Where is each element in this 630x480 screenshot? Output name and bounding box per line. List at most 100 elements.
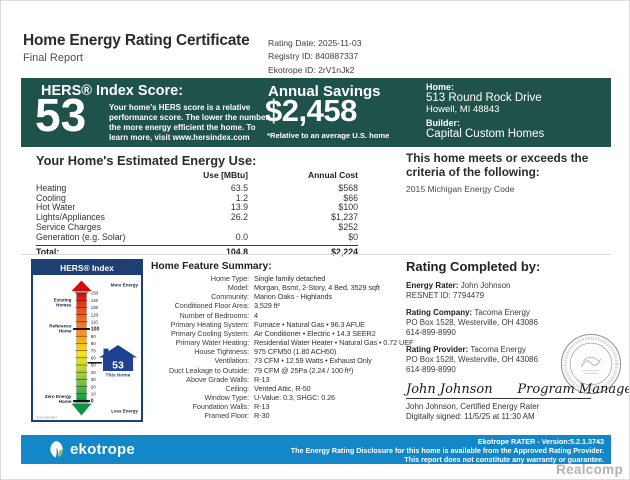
feature-value: R-13 <box>254 402 270 412</box>
energy-row-cost: $568 <box>338 182 358 193</box>
feature-label: House Tightness: <box>194 347 249 357</box>
svg-text:This Home: This Home <box>105 373 130 379</box>
energy-row-cost: $66 <box>343 192 358 203</box>
annual-savings-note: *Relative to an average U.S. home <box>267 131 390 140</box>
energy-row-label: Cooling <box>36 192 66 203</box>
ekotrope-logo-icon <box>50 440 63 458</box>
rating-completed-heading: Rating Completed by: <box>406 259 541 274</box>
ekotrope-brand: ekotrope <box>70 441 135 458</box>
signature-date: Digitally signed: 11/5/25 at 11:30 AM <box>406 412 535 421</box>
energy-total-cost: $2,224 <box>331 246 358 257</box>
energy-row-use: 26.2 <box>230 212 248 223</box>
energy-row-label: Heating <box>36 182 67 193</box>
feature-row: Ceiling: Vented Attic, R-50 <box>151 384 413 393</box>
feature-label: Foundation Walls: <box>192 402 250 412</box>
registry-id: Registry ID: 840887337 <box>268 51 359 62</box>
energy-use-heading: Your Home's Estimated Energy Use: <box>36 153 257 168</box>
col-annual-cost: Annual Cost <box>307 170 358 180</box>
svg-text:More Energy: More Energy <box>111 283 139 288</box>
gauge-title: HERS® Index <box>33 261 141 275</box>
rating-block: Rating Company: Tacoma Energy PO Box 1528… <box>406 308 538 337</box>
energy-row-label: Lights/Appliances <box>36 212 105 223</box>
ekotrope-id: Ekotrope ID: 2rV1nJk2 <box>268 64 355 75</box>
feature-row: Foundation Walls: R-13 <box>151 402 413 411</box>
criteria-heading: This home meets or exceeds the criteria … <box>406 151 589 179</box>
feature-row: Duct Leakage to Outside: 79 CFM @ 25Pa (2… <box>151 366 413 375</box>
energy-row-use: 1.2 <box>235 192 248 203</box>
svg-text:20: 20 <box>91 384 96 389</box>
energy-row-label: Generation (e.g. Solar) <box>36 231 126 242</box>
home-label: Home: <box>426 82 455 92</box>
feature-label: Primary Cooling System: <box>171 328 249 338</box>
energy-row-use: 63.5 <box>230 182 248 193</box>
feature-value: Marion Oaks - Highlands <box>254 292 332 302</box>
feature-row: Model: Morgan, Bsmt, 2-Story, 4 Bed, 3529… <box>151 283 413 292</box>
svg-text:©2012 RESNET: ©2012 RESNET <box>36 416 57 420</box>
energy-row-cost: $1,237 <box>331 212 358 223</box>
feature-value: Residential Water Heater • Natural Gas •… <box>254 338 414 348</box>
svg-text:140: 140 <box>91 298 99 303</box>
feature-row: Above Grade Walls: R-13 <box>151 375 413 384</box>
energy-total-label: Total: <box>36 246 60 257</box>
feature-value: 73 CFM • 12.59 Watts • Exhaust Only <box>254 356 372 366</box>
feature-rows: Home Type: Single family detached Model: Mo… <box>151 274 413 421</box>
hers-score-value: 53 <box>35 89 87 141</box>
builder-name: Capital Custom Homes <box>426 128 545 140</box>
energy-row: Cooling 1.2 $66 <box>36 192 358 204</box>
svg-text:50: 50 <box>91 363 96 368</box>
svg-text:Less Energy: Less Energy <box>111 409 138 414</box>
feature-label: Community: <box>211 292 249 302</box>
hers-index-gauge: HERS® Index 150 140 130 120 110 100 90 80 70 60 50… <box>31 259 143 422</box>
energy-total-use: 104.8 <box>225 246 248 257</box>
energy-row-cost: $0 <box>348 231 358 242</box>
svg-text:150: 150 <box>91 291 99 296</box>
rating-date: Rating Date: 2025-11-03 <box>268 38 362 48</box>
realcomp-watermark: Realcomp <box>556 462 623 477</box>
svg-text:40: 40 <box>91 370 96 375</box>
annual-savings-amount: $2,458 <box>265 93 357 128</box>
energy-row: Generation (e.g. Solar) 0.0 $0 <box>36 231 358 243</box>
energy-row: Heating 63.5 $568 <box>36 182 358 194</box>
svg-text:53: 53 <box>112 360 124 372</box>
svg-text:10: 10 <box>91 392 96 397</box>
feature-row: House Tightness: 975 CFM50 (1.80 ACH50) <box>151 347 413 356</box>
feature-value: 3,529 ft² <box>254 301 280 311</box>
svg-text:90: 90 <box>91 334 96 339</box>
feature-row: Home Type: Single family detached <box>151 274 413 283</box>
feature-row: Primary Heating System: Furnace • Natural… <box>151 320 413 329</box>
feature-value: Vented Attic, R-50 <box>254 383 311 393</box>
energy-use-table: Use [MBtu] Annual Cost Heating 63.5 $568 Co… <box>36 170 358 257</box>
feature-value: Single family detached <box>254 274 326 283</box>
feature-value: 4 <box>254 310 258 320</box>
section-divider <box>21 254 611 255</box>
feature-label: Number of Bedrooms: <box>179 310 250 320</box>
svg-text:70: 70 <box>91 348 96 353</box>
summary-banner: HERS® Index Score: 53 Your home's HERS s… <box>21 78 611 147</box>
svg-text:30: 30 <box>91 377 96 382</box>
svg-text:110: 110 <box>91 320 99 325</box>
feature-row: Window Type: U-Value: 0.3, SHGC: 0.26 <box>151 393 413 402</box>
feature-row: Number of Bedrooms: 4 <box>151 311 413 320</box>
signature-script: John Johnson Program Manager <box>406 382 630 397</box>
feature-summary-heading: Home Feature Summary: <box>151 261 272 272</box>
energy-row: Lights/Appliances 26.2 $1,237 <box>36 212 358 223</box>
feature-row: Framed Floor: R-30 <box>151 411 413 420</box>
hers-gauge-svg: 1501401301201101009080706050403020100Exi… <box>36 280 139 420</box>
feature-row: Community: Marion Oaks - Highlands <box>151 292 413 301</box>
feature-value: Furnace • Natural Gas • 96.3 AFUE <box>254 319 365 329</box>
energy-row: Hot Water 13.9 $100 <box>36 203 358 213</box>
feature-value: U-Value: 0.3, SHGC: 0.26 <box>254 393 336 403</box>
feature-label: Model: <box>227 283 249 293</box>
feature-row: Conditioned Floor Area: 3,529 ft² <box>151 301 413 310</box>
home-address-line2: Howell, MI 48843 <box>426 104 500 115</box>
footer-line-warranty: This report does not constitute any warr… <box>404 454 604 464</box>
feature-label: Window Type: <box>204 393 250 403</box>
rating-blocks: Energy Rater: John Johnson RESNET ID: 779… <box>406 281 596 382</box>
hers-score-heading: HERS® Index Score: <box>41 83 184 99</box>
energy-row-label: Hot Water <box>36 202 76 213</box>
feature-label: Framed Floor: <box>204 411 249 421</box>
feature-value: 975 CFM50 (1.80 ACH50) <box>254 347 337 357</box>
